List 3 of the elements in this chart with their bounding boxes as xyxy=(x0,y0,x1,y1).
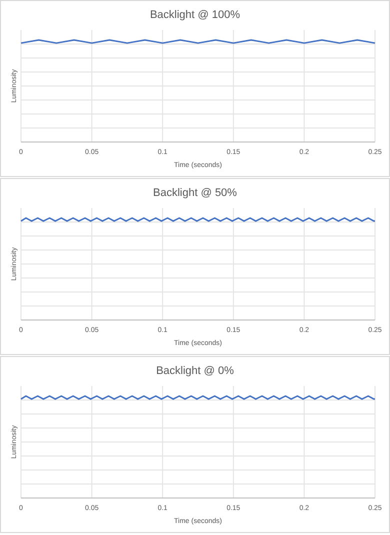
chart-title: Backlight @ 0% xyxy=(156,365,234,377)
chart-title: Backlight @ 100% xyxy=(150,9,240,21)
chart-title: Backlight @ 50% xyxy=(153,187,238,199)
